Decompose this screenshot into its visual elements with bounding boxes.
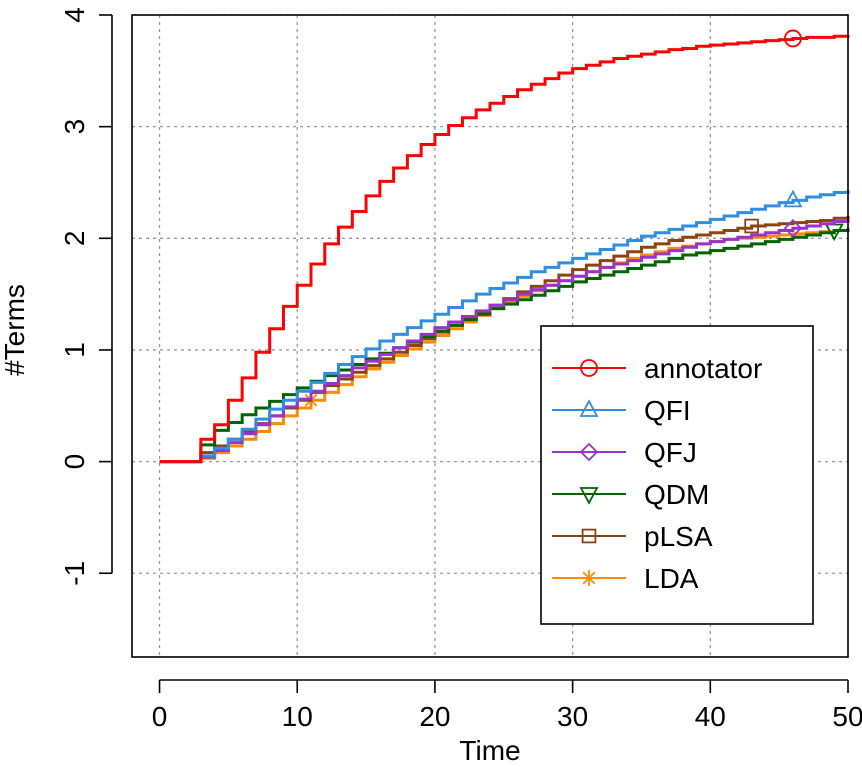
legend-marker-qfi [579,399,599,417]
legend-item-annotator: annotator [552,353,762,384]
series-line-annotator [159,34,850,464]
y-tick-label: 0 [59,454,90,470]
legend-label-annotator: annotator [644,353,762,384]
series-marker-annotator [784,29,802,48]
series-marker-qfj [783,218,803,238]
x-tick-label: 50 [832,701,862,732]
series-annotator [159,29,850,464]
legend-item-qdm: QDM [552,479,709,510]
series-qfi [159,189,850,464]
y-axis-label: #Terms [0,284,30,376]
x-tick-label: 30 [557,701,588,732]
legend-marker-annotator [580,359,598,377]
series-line-qfi [159,190,850,464]
series-group [159,29,850,464]
legend-marker-lda [581,570,597,586]
series-marker-qfi [783,189,803,208]
series-marker-plsa [744,218,759,234]
y-tick-label: 3 [59,119,90,135]
x-tick-label: 10 [282,701,313,732]
legend: annotator QFI QFJ QDM pLSA LDA [540,325,814,625]
legend-item-qfi: QFI [552,395,691,426]
x-tick-label: 40 [695,701,726,732]
legend-item-lda: LDA [552,563,699,594]
axes: 0 10 20 30 40 50 -1 0 1 2 3 4 [59,7,862,732]
x-tick-label: 0 [152,701,168,732]
legend-label-lda: LDA [644,563,699,594]
x-axis-label: Time [459,735,520,766]
legend-label-qdm: QDM [644,479,709,510]
legend-marker-qdm [579,487,599,505]
legend-marker-plsa [581,528,597,544]
x-tick-label: 20 [419,701,450,732]
plot-frame [131,14,849,658]
legend-item-plsa: pLSA [552,521,713,552]
legend-label-plsa: pLSA [644,521,713,552]
y-tick-label: 2 [59,231,90,247]
legend-label-qfj: QFJ [644,437,697,468]
legend-marker-qfj [579,442,599,462]
y-tick-label: -1 [59,561,90,586]
legend-item-qfj: QFJ [552,437,697,468]
y-tick-label: 4 [59,7,90,23]
legend-label-qfi: QFI [644,395,691,426]
y-tick-label: 1 [59,342,90,358]
